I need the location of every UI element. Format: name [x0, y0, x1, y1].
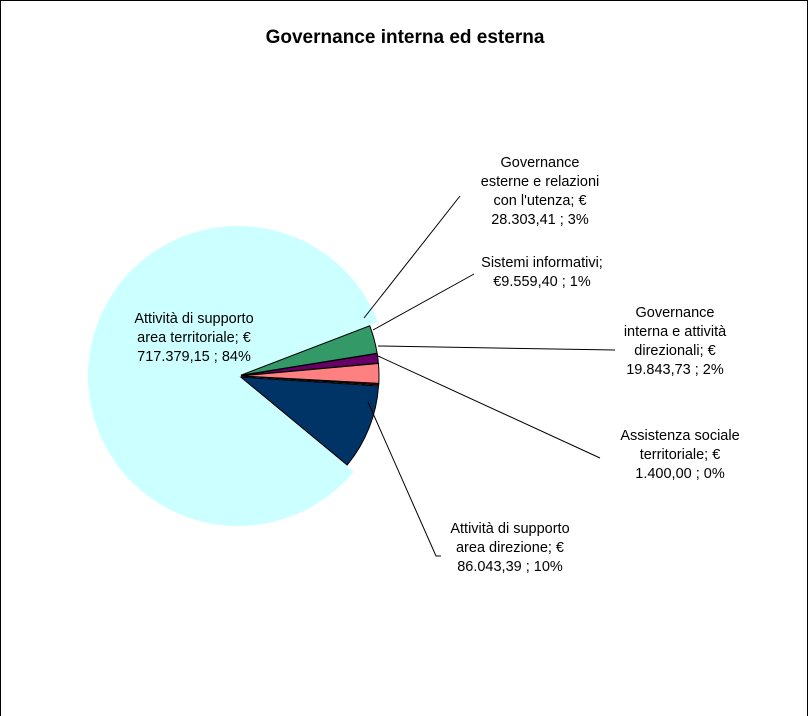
leader-line: [377, 345, 616, 351]
leader-line: [363, 195, 461, 319]
pie-slice-territoriale: [88, 226, 379, 527]
slice-label-territoriale: Attività di supporto area territoriale; …: [134, 311, 254, 365]
pie-slice-supporto-direzione: [239, 376, 380, 466]
slice-label-supporto-direzione: Attività di supporto area direzione; € 8…: [450, 521, 570, 575]
slice-label-governance-esterne: Governance esterne e relazioni con l'ute…: [480, 155, 600, 228]
slice-label-sistemi-informativi: Sistemi informativi; €9.559,40 ; 1%: [481, 255, 603, 290]
pie-slice-assistenza-sociale: [240, 375, 380, 386]
leader-line: [377, 355, 601, 459]
chart-title: Governance interna ed esterna: [265, 27, 545, 48]
slice-label-assistenza-sociale: Assistenza sociale territoriale; € 1.400…: [620, 428, 740, 482]
slice-label-governance-interna: Governance interna e attività direzional…: [623, 305, 727, 378]
leader-line: [372, 273, 475, 331]
leader-line: [367, 401, 441, 557]
